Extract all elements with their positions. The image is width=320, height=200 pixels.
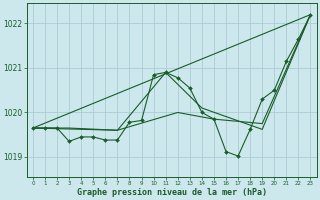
X-axis label: Graphe pression niveau de la mer (hPa): Graphe pression niveau de la mer (hPa)	[77, 188, 267, 197]
